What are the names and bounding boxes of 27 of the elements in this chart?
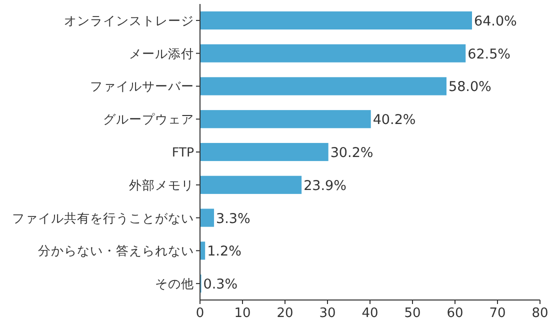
y-tick-label: FTP — [172, 144, 194, 160]
y-tick-label: 外部メモリ — [129, 177, 194, 192]
data-label: 3.3% — [216, 210, 250, 227]
y-tick-label: メール添付 — [129, 46, 194, 61]
data-label: 0.3% — [203, 276, 238, 293]
data-label: 23.9% — [304, 178, 347, 194]
data-label: 30.2% — [330, 145, 374, 161]
x-tick-label: 0 — [196, 306, 204, 321]
data-label: 40.2% — [372, 112, 416, 128]
data-label: 62.5% — [468, 46, 511, 62]
x-tick-label: 50 — [404, 306, 421, 321]
x-tick-label: 40 — [362, 306, 378, 321]
y-tick-label: 分からない・答えられない — [38, 243, 194, 258]
y-tick-label: ファイル共有を行うことがない — [12, 210, 194, 226]
x-tick-label: 10 — [234, 306, 251, 321]
x-tick-label: 60 — [446, 306, 464, 321]
y-tick-label: ファイルサーバー — [90, 78, 194, 94]
data-label: 58.0% — [448, 79, 492, 96]
y-tick-label: オンラインストレージ — [64, 12, 194, 28]
x-tick-label: 30 — [319, 306, 336, 321]
y-tick-label: グループウェア — [103, 112, 194, 127]
x-tick-label: 20 — [276, 306, 294, 321]
x-tick-label: 80 — [532, 306, 548, 321]
data-label: 1.2% — [207, 244, 242, 260]
data-label: 64.0% — [474, 13, 518, 30]
y-tick-label: その他 — [155, 276, 194, 292]
x-tick-label: 70 — [489, 306, 506, 321]
